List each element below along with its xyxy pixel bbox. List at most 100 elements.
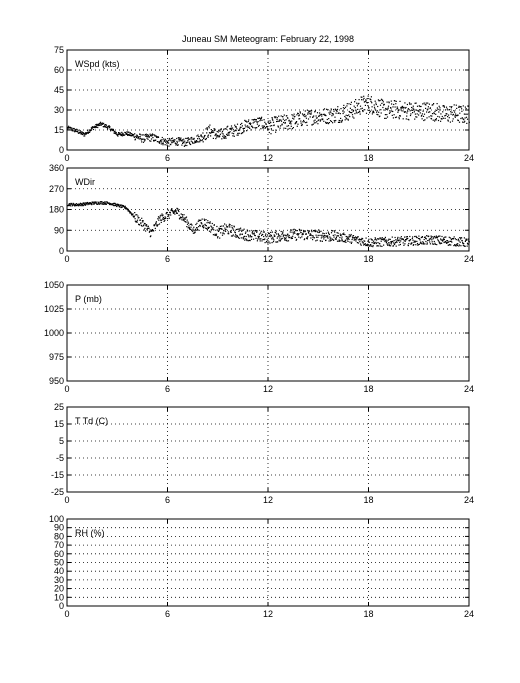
data-point	[163, 218, 165, 220]
data-point	[126, 209, 128, 211]
data-point	[462, 242, 464, 244]
x-tick-label: 24	[464, 153, 474, 163]
data-point	[112, 128, 114, 130]
y-tick-label: 80	[54, 531, 64, 541]
data-point	[176, 142, 178, 144]
data-point	[108, 202, 110, 204]
data-point	[359, 111, 361, 113]
data-point	[290, 123, 292, 125]
data-point	[178, 137, 181, 139]
y-tick-label: 60	[54, 65, 64, 75]
data-point	[333, 230, 335, 232]
data-point	[274, 117, 276, 119]
data-point	[369, 98, 371, 100]
data-point	[201, 225, 204, 227]
data-point	[85, 133, 87, 135]
data-point	[335, 109, 337, 111]
data-point	[384, 109, 386, 111]
data-point	[248, 239, 250, 241]
data-point	[226, 133, 228, 135]
data-point	[422, 242, 425, 244]
data-point	[318, 115, 320, 117]
data-point	[230, 231, 232, 233]
data-point	[72, 202, 74, 204]
data-point	[409, 114, 412, 117]
data-point	[267, 242, 269, 244]
data-point	[128, 210, 130, 212]
data-point	[276, 241, 278, 243]
data-point	[384, 236, 386, 238]
data-point	[149, 133, 151, 135]
data-point	[283, 121, 285, 124]
data-point	[413, 108, 415, 110]
data-point	[387, 105, 390, 107]
data-point	[370, 244, 372, 246]
data-point	[301, 124, 303, 126]
data-point	[126, 132, 128, 135]
data-point	[329, 113, 331, 115]
data-point	[370, 99, 372, 101]
data-point	[313, 230, 315, 232]
data-point	[169, 212, 171, 214]
data-point	[445, 114, 447, 116]
data-point	[461, 108, 463, 110]
data-point	[419, 112, 421, 114]
data-point	[365, 100, 367, 102]
data-point	[77, 203, 79, 205]
data-point	[120, 134, 122, 137]
data-point	[184, 144, 186, 146]
data-point	[269, 242, 271, 244]
data-point	[82, 202, 84, 204]
data-point	[180, 213, 182, 215]
data-point	[414, 240, 416, 242]
data-point	[449, 237, 451, 239]
data-point	[225, 228, 227, 230]
data-point	[138, 137, 140, 139]
data-point	[88, 203, 90, 205]
data-point	[302, 232, 304, 234]
data-point	[146, 135, 148, 137]
data-point	[145, 224, 147, 226]
data-point	[417, 244, 419, 246]
data-point	[202, 132, 204, 134]
data-point	[446, 113, 448, 115]
data-point	[427, 240, 429, 242]
data-point	[443, 237, 445, 239]
data-point	[281, 237, 283, 239]
data-point	[210, 135, 212, 137]
data-point	[163, 138, 165, 140]
data-point	[424, 119, 426, 121]
data-point	[106, 126, 108, 128]
data-point	[142, 221, 144, 223]
data-point	[271, 118, 273, 120]
data-point	[176, 212, 178, 214]
data-point	[377, 242, 379, 244]
data-point	[113, 130, 115, 132]
data-point	[171, 208, 173, 210]
y-tick-label: 975	[49, 352, 64, 362]
data-point	[417, 109, 419, 112]
data-point	[247, 230, 249, 232]
data-point	[131, 213, 133, 215]
data-point	[324, 235, 326, 237]
data-point	[364, 104, 366, 106]
data-point	[218, 227, 220, 229]
data-point	[267, 120, 269, 122]
data-point	[391, 103, 393, 105]
data-point	[343, 111, 345, 113]
data-point	[300, 120, 302, 122]
data-point	[161, 219, 163, 221]
data-point	[68, 204, 70, 206]
data-point	[315, 240, 317, 242]
data-point	[276, 117, 278, 119]
data-point	[214, 133, 217, 135]
data-point	[416, 237, 418, 239]
data-point	[351, 238, 353, 241]
data-point	[186, 137, 188, 140]
data-point	[349, 107, 351, 109]
data-point	[126, 208, 128, 210]
data-point	[229, 226, 231, 228]
data-point	[430, 235, 432, 237]
data-point	[215, 136, 218, 138]
data-point	[137, 215, 139, 217]
